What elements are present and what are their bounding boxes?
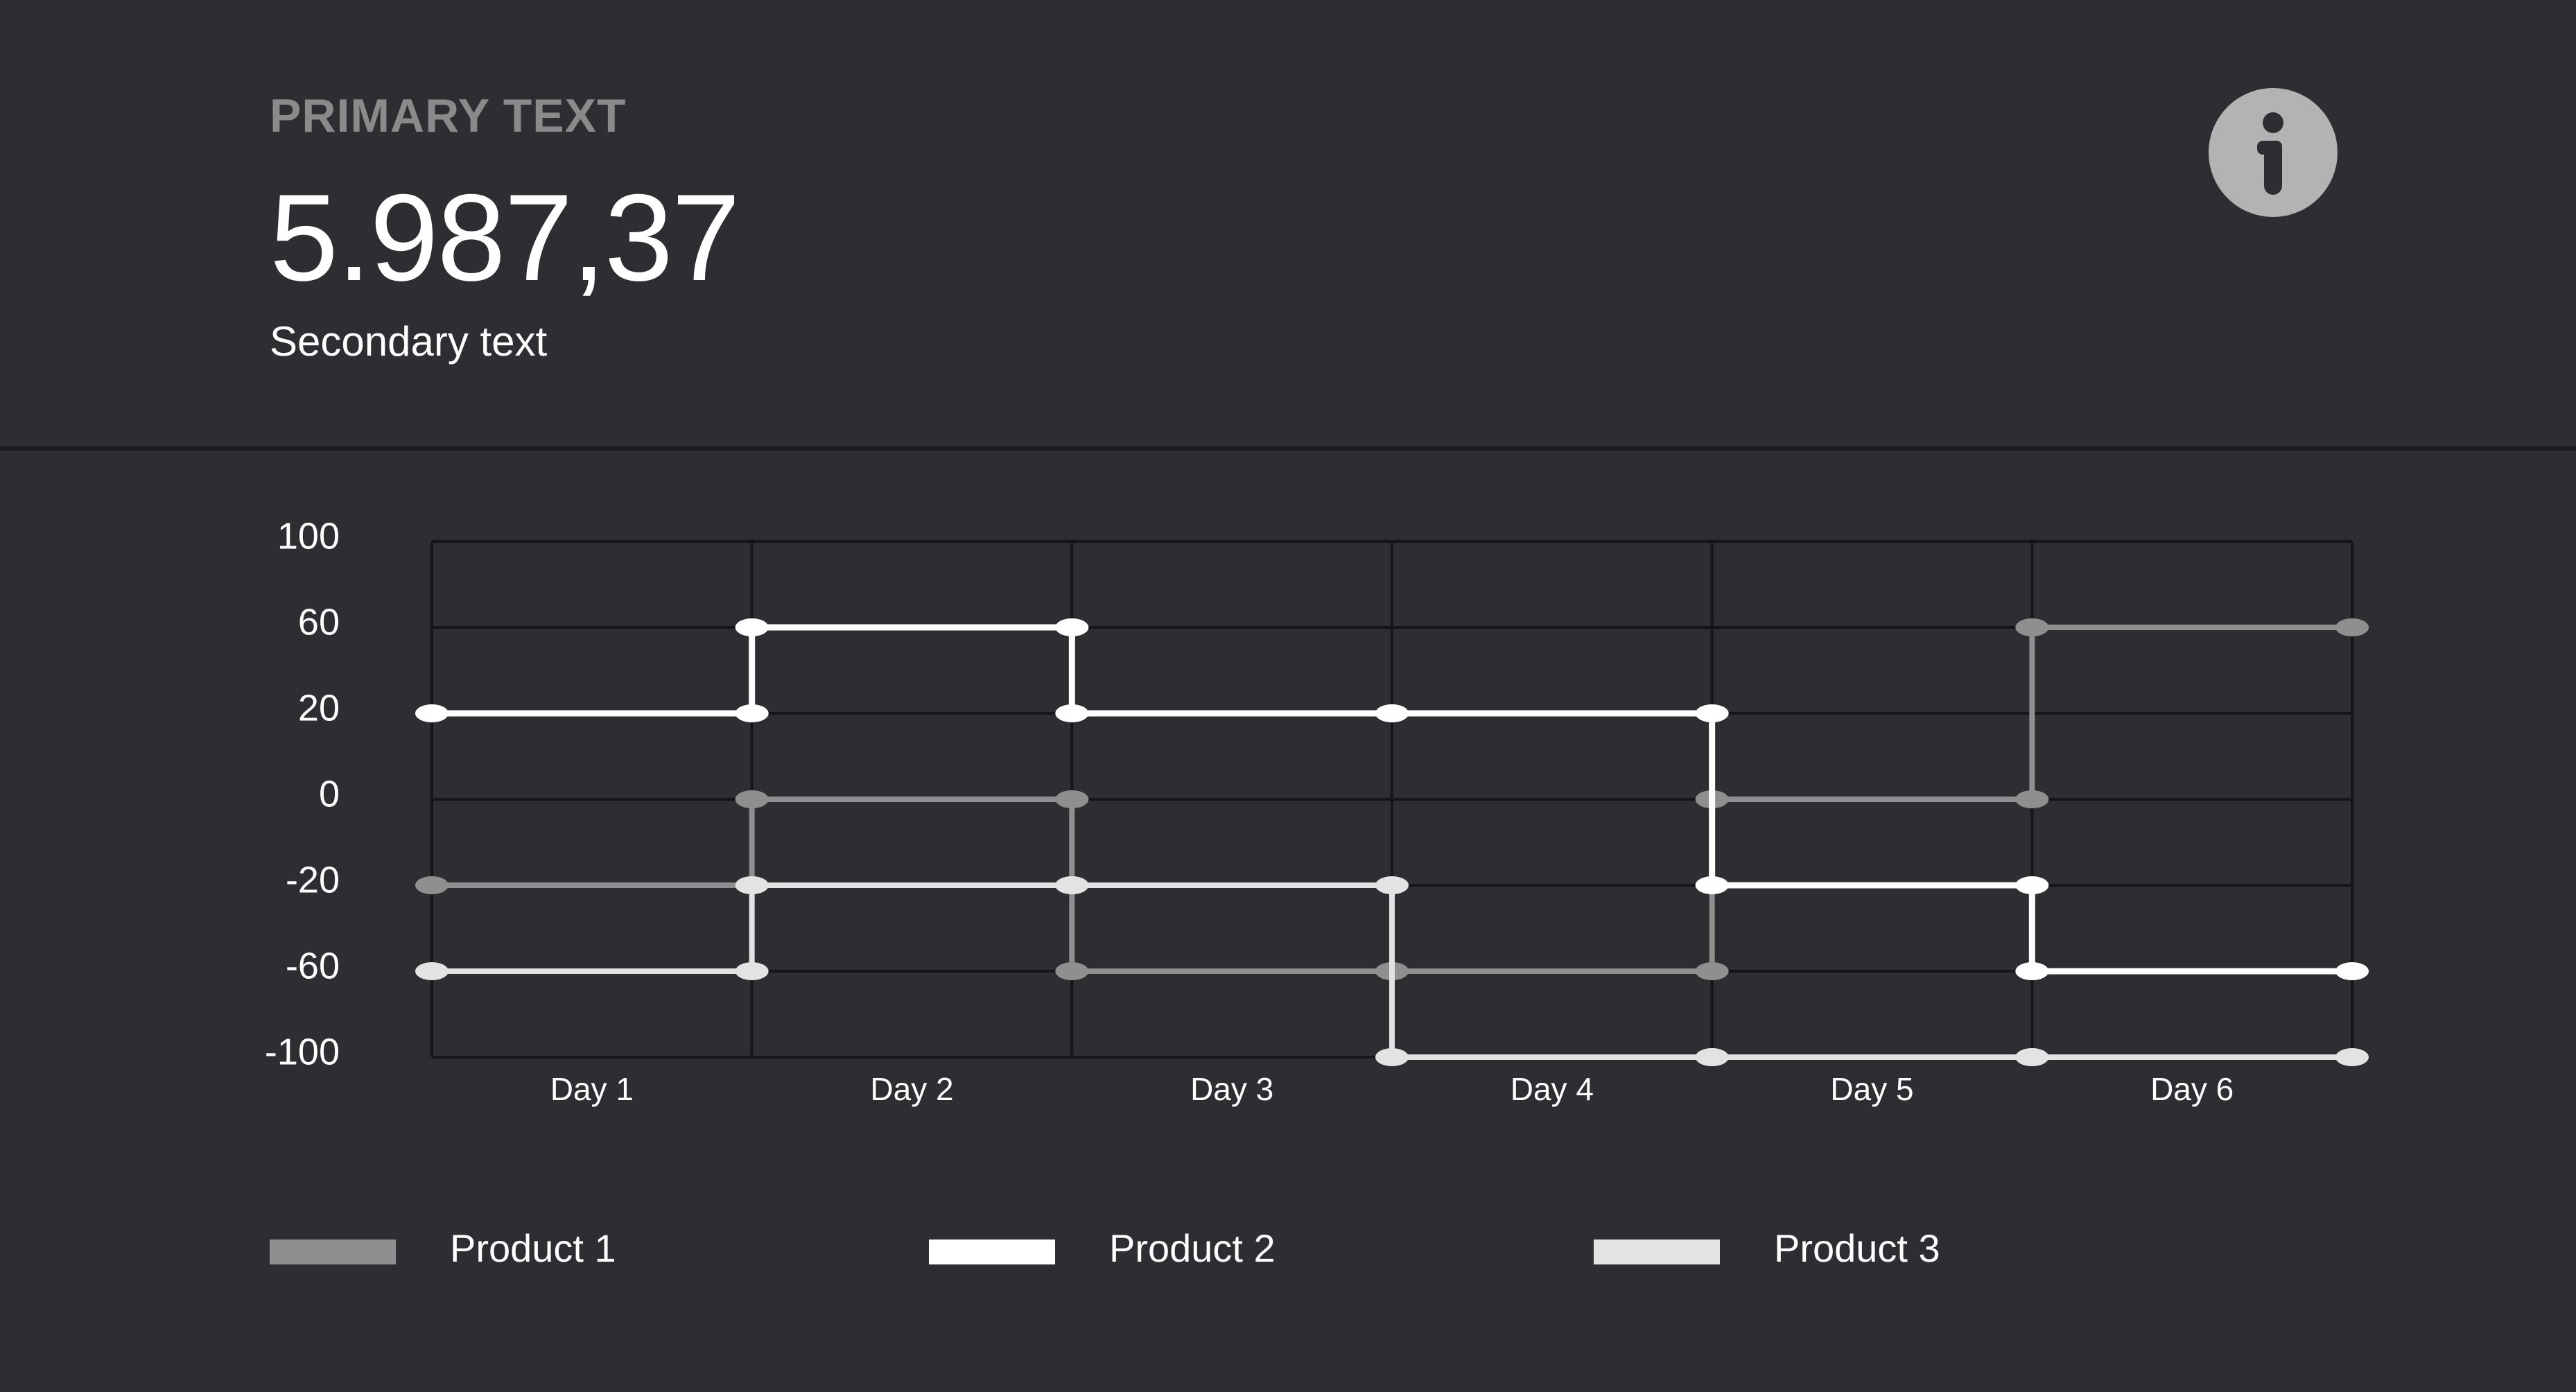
data-point <box>1695 1048 1729 1066</box>
data-point <box>2335 962 2369 980</box>
legend-swatch <box>1594 1239 1720 1264</box>
data-point <box>1695 704 1729 722</box>
data-point <box>2335 618 2369 636</box>
y-tick-label: 100 <box>277 515 340 557</box>
data-point <box>1055 876 1089 894</box>
data-point <box>2015 618 2049 636</box>
data-point <box>2015 790 2049 808</box>
series-3 <box>415 876 2369 1066</box>
y-tick-label: 60 <box>298 601 340 643</box>
legend-label: Product 2 <box>1109 1226 1276 1270</box>
x-tick-label: Day 4 <box>1511 1071 1594 1107</box>
chart-area: 100 60 20 0 -20 -60 -100 Day 1 Day 2 Day 3 Day 4 Da… <box>0 451 2576 1392</box>
x-tick-label: Day 5 <box>1830 1071 1913 1107</box>
x-tick-label: Day 3 <box>1190 1071 1273 1107</box>
data-point <box>1375 1048 1409 1066</box>
data-point <box>1695 962 1729 980</box>
x-tick-label: Day 2 <box>870 1071 953 1107</box>
data-point <box>2015 876 2049 894</box>
summary-header: PRIMARY TEXT 5.987,37 Secondary text <box>0 0 2576 451</box>
info-icon <box>2257 112 2283 195</box>
data-point <box>1375 876 1409 894</box>
data-point <box>735 876 769 894</box>
info-button[interactable] <box>2209 88 2338 217</box>
x-tick-label: Day 6 <box>2150 1071 2234 1107</box>
legend-swatch <box>270 1239 396 1264</box>
data-point <box>2335 1048 2369 1066</box>
step-line-chart: 100 60 20 0 -20 -60 -100 Day 1 Day 2 Day 3 Day 4 Da… <box>265 515 2369 1107</box>
x-tick-label: Day 1 <box>550 1071 634 1107</box>
y-tick-label: -60 <box>286 945 340 986</box>
data-point <box>1695 876 1729 894</box>
y-tick-label: 0 <box>319 773 340 815</box>
primary-value: 5.987,37 <box>270 168 740 306</box>
legend-label: Product 3 <box>1774 1226 1940 1270</box>
data-point <box>1055 790 1089 808</box>
data-point <box>2015 1048 2049 1066</box>
data-point <box>1375 704 1409 722</box>
secondary-text: Secondary text <box>270 318 548 365</box>
legend-label: Product 1 <box>450 1226 616 1270</box>
data-point <box>415 704 449 722</box>
legend-swatch <box>929 1239 1055 1264</box>
y-tick-label: -20 <box>286 859 340 901</box>
data-point <box>1055 618 1089 636</box>
data-point <box>2015 962 2049 980</box>
data-point <box>735 704 769 722</box>
data-point <box>1055 962 1089 980</box>
axis-labels: 100 60 20 0 -20 -60 -100 Day 1 Day 2 Day 3 Day 4 Da… <box>265 515 2234 1107</box>
data-point <box>735 790 769 808</box>
data-point <box>1055 704 1089 722</box>
series-lines <box>415 618 2369 1066</box>
data-point <box>735 618 769 636</box>
primary-text-label: PRIMARY TEXT <box>270 89 627 142</box>
y-tick-label: -100 <box>265 1031 340 1072</box>
data-point <box>415 962 449 980</box>
data-point <box>735 962 769 980</box>
series-2 <box>415 618 2369 980</box>
y-tick-label: 20 <box>298 687 340 729</box>
data-point <box>415 876 449 894</box>
